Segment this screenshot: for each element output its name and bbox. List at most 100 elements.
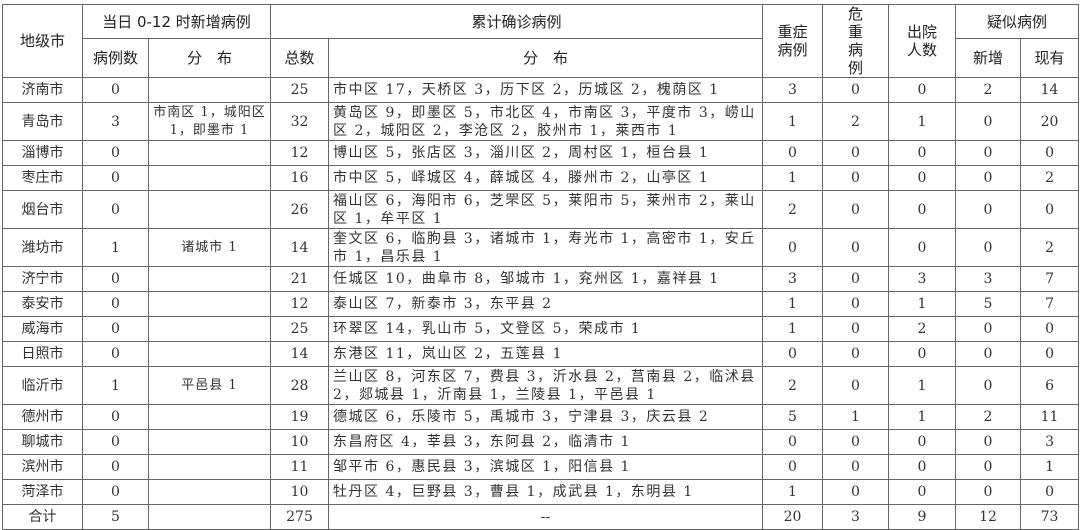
cell-discharged: 0: [888, 429, 957, 455]
cell-severe: 2: [762, 366, 824, 405]
cell-critical: 0: [822, 140, 890, 166]
cell-total: 11: [270, 454, 329, 480]
cell-new: 0: [82, 404, 149, 430]
header-new-dist: 分 布: [148, 38, 271, 78]
cell-severe: 0: [762, 140, 824, 166]
table-row: 潍坊市 1 诸城市 1 14 奎文区 6，临朐县 3，诸城市 1，寿光市 1，高密市 1…: [2, 228, 1080, 267]
cell-susp-current: 20: [1020, 102, 1080, 141]
cell-discharged: 0: [888, 165, 957, 191]
cell-new: 0: [82, 165, 149, 191]
cell-new-dist: [148, 454, 271, 480]
header-row-2: 病例数 分 布 总数 分 布 新增 现有: [3, 38, 1080, 78]
header-discharged: 出院人数: [888, 4, 957, 78]
cell-dist: 德城区 6，乐陵市 5，禹城市 3，宁津县 3，庆云县 2: [327, 404, 764, 430]
cell-discharged: 0: [888, 341, 957, 367]
cell-new-dist: [148, 504, 271, 530]
cell-dist: 东港区 11，岚山区 2，五莲县 1: [327, 341, 764, 367]
cell-new: 1: [82, 228, 149, 267]
cell-city: 威海市: [2, 316, 83, 342]
cell-discharged: 1: [888, 366, 957, 405]
cell-dist: 福山区 6，海阳市 6，芝罘区 5，莱阳市 5，莱州市 2，莱山区 1，牟平区 …: [327, 190, 764, 229]
header-city: 地级市: [2, 4, 83, 78]
cell-critical: 3: [822, 504, 890, 530]
cell-susp-new: 2: [955, 77, 1022, 103]
cell-dist: 东昌府区 4，莘县 3，东阿县 2，临清市 1: [327, 429, 764, 455]
header-new-count: 病例数: [82, 38, 149, 78]
table-row: 合计 5 275 -- 20 3 9 12 73: [2, 504, 1080, 530]
cell-new: 0: [82, 77, 149, 103]
cell-discharged: 2: [888, 316, 957, 342]
cell-new-dist: [148, 266, 271, 292]
cell-susp-current: 2: [1020, 228, 1080, 267]
cell-discharged: 0: [888, 190, 957, 229]
cell-susp-new: 12: [955, 504, 1022, 530]
cell-susp-current: 6: [1020, 366, 1080, 405]
cell-new: 0: [82, 316, 149, 342]
header-new-cases: 当日 0-12 时新增病例: [82, 3, 271, 40]
cell-susp-current: 0: [1020, 190, 1080, 229]
cell-total: 14: [270, 341, 329, 367]
cell-susp-new: 0: [955, 316, 1022, 342]
cell-discharged: 1: [888, 102, 957, 141]
cell-severe: 0: [762, 429, 824, 455]
cell-severe: 1: [762, 479, 824, 505]
cell-susp-current: 7: [1020, 266, 1080, 292]
cell-dist: 环翠区 14，乳山市 5，文登区 5，荣成市 1: [327, 316, 764, 342]
cell-severe: 3: [762, 266, 824, 292]
cell-severe: 3: [762, 77, 824, 103]
cell-susp-new: 2: [955, 404, 1022, 430]
cell-city: 滨州市: [2, 454, 83, 480]
cell-susp-current: 14: [1020, 77, 1080, 103]
cell-susp-current: 3: [1020, 429, 1080, 455]
cell-new-dist: [148, 404, 271, 430]
cell-critical: 1: [822, 404, 890, 430]
cell-new: 0: [82, 266, 149, 292]
cell-city: 烟台市: [2, 190, 83, 229]
cell-new-dist: 诸城市 1: [148, 228, 271, 267]
cell-severe: 0: [762, 454, 824, 480]
cell-total: 16: [270, 165, 329, 191]
cell-severe: 1: [762, 102, 824, 141]
cell-dist: 博山区 5，张店区 3，淄川区 2，周村区 1，桓台县 1: [327, 140, 764, 166]
cell-discharged: 9: [888, 504, 957, 530]
cell-new: 3: [82, 102, 149, 141]
cell-susp-new: 0: [955, 140, 1022, 166]
cell-susp-new: 0: [955, 366, 1022, 405]
cell-critical: 0: [822, 77, 890, 103]
header-severe: 重症病例: [762, 4, 824, 78]
cell-discharged: 0: [888, 140, 957, 166]
cell-new-dist: [148, 479, 271, 505]
cell-city: 临沂市: [2, 366, 83, 405]
cell-total: 19: [270, 404, 329, 430]
cell-susp-current: 7: [1020, 291, 1080, 317]
cell-discharged: 0: [888, 228, 957, 267]
cell-city: 德州市: [2, 404, 83, 430]
cell-severe: 1: [762, 165, 824, 191]
cell-total: 25: [270, 77, 329, 103]
cell-total: 14: [270, 228, 329, 267]
cell-critical: 0: [822, 429, 890, 455]
cell-new: 0: [82, 429, 149, 455]
cell-severe: 5: [762, 404, 824, 430]
cell-city: 淄博市: [2, 140, 83, 166]
header-suspected: 疑似病例: [955, 3, 1080, 40]
header-row-1: 地级市 当日 0-12 时新增病例 累计确诊病例 重症病例 危重病例 出院人数 …: [2, 3, 1080, 78]
cell-susp-current: 0: [1020, 479, 1080, 505]
cell-dist: --: [327, 504, 764, 530]
cell-discharged: 3: [888, 266, 957, 292]
cell-city: 日照市: [2, 341, 83, 367]
cell-total: 32: [270, 102, 329, 141]
cell-city: 青岛市: [2, 102, 83, 141]
cell-critical: 0: [822, 165, 890, 191]
table-row: 青岛市 3 市南区 1，城阳区 1，即墨市 1 32 黄岛区 9，即墨区 5，市北区 4…: [2, 102, 1080, 141]
header-cum-dist: 分 布: [327, 38, 764, 78]
cell-total: 10: [270, 429, 329, 455]
cell-new: 0: [82, 454, 149, 480]
